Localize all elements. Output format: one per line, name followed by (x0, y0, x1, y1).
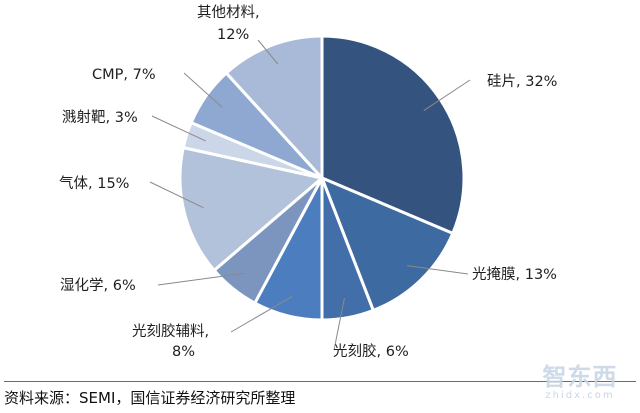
pie-slice (178, 146, 324, 272)
leader-line (406, 265, 469, 275)
watermark-main: 智东西 (542, 363, 618, 391)
leader-line (423, 79, 471, 111)
source-note: 资料来源：SEMI，国信证券经济研究所整理 (4, 389, 296, 407)
leader-line (149, 181, 204, 209)
slice-label: 湿化学, 6% (60, 277, 136, 294)
slice-label: 溅射靶, 3% (62, 109, 138, 126)
slice-label: 光刻胶辅料, (132, 323, 209, 340)
bottom-rule (4, 381, 636, 382)
leader-line (157, 272, 246, 286)
slice-label: 硅片, 32% (487, 73, 557, 90)
leader-line (333, 297, 345, 351)
leader-line (151, 115, 206, 142)
pie-slice (224, 34, 324, 180)
watermark-sub: zhidx.com (545, 390, 615, 401)
slice-label: 8% (172, 344, 195, 360)
watermark-logo: 智东西 zhidx.com (534, 365, 626, 407)
slice-label: 光掩膜, 13% (472, 266, 557, 283)
slice-label: 12% (217, 27, 249, 43)
slice-label: 其他材料, (197, 4, 260, 21)
leader-line (183, 72, 223, 108)
slice-label: 光刻胶, 6% (333, 343, 409, 360)
pie-chart: 硅片, 32% 光掩膜, 13% 光刻胶, 6% 光刻胶辅料, 8% 湿化学, 6% 气体,… (59, 4, 557, 360)
slice-label: 气体, 15% (59, 175, 129, 192)
slice-label: CMP, 7% (92, 67, 156, 83)
pie-slice (320, 176, 455, 312)
leader-line (257, 39, 279, 65)
leader-line (230, 295, 293, 333)
